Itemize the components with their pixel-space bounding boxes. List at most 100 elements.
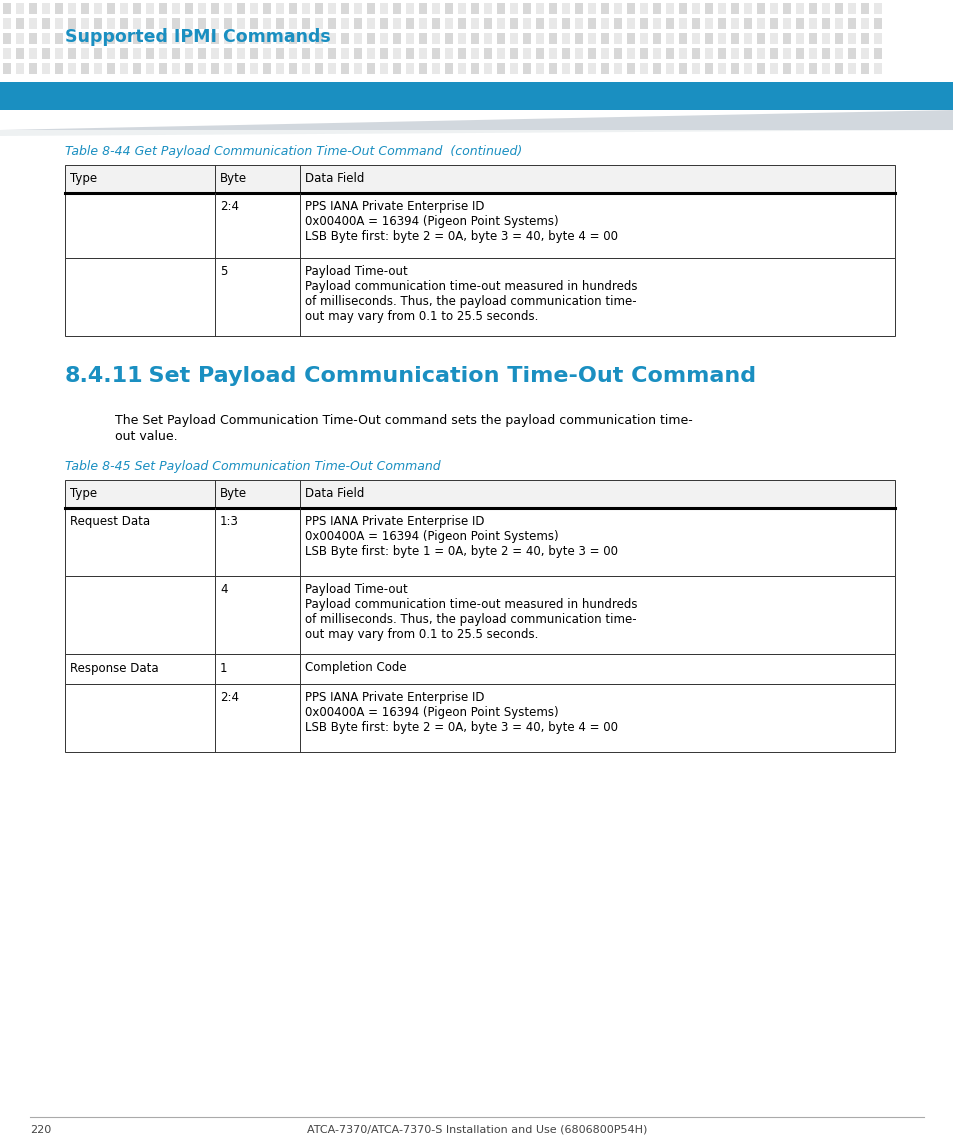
Bar [340, 3, 349, 14]
Bar [536, 3, 543, 14]
Bar [198, 48, 206, 60]
Bar [691, 48, 700, 60]
Bar [146, 3, 153, 14]
Bar [444, 18, 453, 29]
Bar [406, 63, 414, 74]
Bar [3, 48, 11, 60]
Bar [691, 33, 700, 44]
Bar [159, 3, 167, 14]
Bar [211, 63, 219, 74]
Bar [107, 18, 115, 29]
Bar [289, 18, 296, 29]
Bar [42, 33, 50, 44]
Bar [834, 3, 842, 14]
Bar [471, 3, 478, 14]
Bar [159, 33, 167, 44]
Bar [834, 48, 842, 60]
Bar [379, 48, 388, 60]
Bar [769, 48, 778, 60]
Text: Data Field: Data Field [305, 172, 364, 185]
Bar [65, 194, 894, 258]
Bar [302, 18, 310, 29]
Bar [861, 3, 868, 14]
Bar [536, 48, 543, 60]
Bar [263, 63, 271, 74]
Bar [457, 63, 465, 74]
Bar [42, 48, 50, 60]
Bar [224, 18, 232, 29]
Bar [782, 18, 790, 29]
Bar [159, 48, 167, 60]
Bar [600, 48, 608, 60]
Text: LSB Byte first: byte 1 = 0A, byte 2 = 40, byte 3 = 00: LSB Byte first: byte 1 = 0A, byte 2 = 40… [305, 545, 618, 558]
Bar [340, 18, 349, 29]
Bar [275, 18, 284, 29]
Bar [600, 3, 608, 14]
Bar [743, 33, 751, 44]
Text: Payload communication time-out measured in hundreds: Payload communication time-out measured … [305, 281, 637, 293]
Bar [847, 48, 855, 60]
Bar [834, 63, 842, 74]
Bar [250, 3, 257, 14]
Bar [354, 48, 361, 60]
Bar [861, 18, 868, 29]
Bar [600, 63, 608, 74]
Bar [406, 33, 414, 44]
Bar [548, 33, 557, 44]
Bar [107, 48, 115, 60]
Bar [68, 48, 76, 60]
Bar [873, 33, 882, 44]
Bar [393, 18, 400, 29]
Bar [263, 18, 271, 29]
Bar [120, 63, 128, 74]
Bar [652, 3, 660, 14]
Bar [718, 48, 725, 60]
Bar [639, 18, 647, 29]
Bar [743, 48, 751, 60]
Bar [795, 18, 803, 29]
Bar [847, 18, 855, 29]
Bar [626, 48, 635, 60]
Bar [68, 33, 76, 44]
Bar [55, 33, 63, 44]
Bar [652, 33, 660, 44]
Bar [406, 3, 414, 14]
Bar [107, 33, 115, 44]
Bar [834, 33, 842, 44]
Bar [224, 63, 232, 74]
Bar [639, 33, 647, 44]
Bar [432, 63, 439, 74]
Bar [522, 63, 531, 74]
Text: Supported IPMI Commands: Supported IPMI Commands [65, 27, 331, 46]
Bar [757, 3, 764, 14]
Bar [718, 63, 725, 74]
Bar [224, 48, 232, 60]
Bar [340, 33, 349, 44]
Text: Type: Type [70, 487, 97, 500]
Bar [3, 18, 11, 29]
Bar [120, 48, 128, 60]
Bar [94, 3, 102, 14]
Bar [211, 3, 219, 14]
Bar [718, 33, 725, 44]
Bar [146, 63, 153, 74]
Text: Request Data: Request Data [70, 515, 150, 528]
Text: 1:3: 1:3 [220, 515, 238, 528]
Text: Data Field: Data Field [305, 487, 364, 500]
Bar [236, 18, 245, 29]
Bar [29, 3, 37, 14]
Bar [367, 63, 375, 74]
Bar [185, 63, 193, 74]
Bar [68, 3, 76, 14]
Bar [418, 18, 427, 29]
Bar [444, 3, 453, 14]
Bar [730, 48, 739, 60]
Bar [795, 48, 803, 60]
Bar [808, 3, 816, 14]
Bar [107, 3, 115, 14]
Bar [679, 48, 686, 60]
Bar [510, 3, 517, 14]
Bar [185, 3, 193, 14]
Bar [808, 48, 816, 60]
Bar [393, 48, 400, 60]
